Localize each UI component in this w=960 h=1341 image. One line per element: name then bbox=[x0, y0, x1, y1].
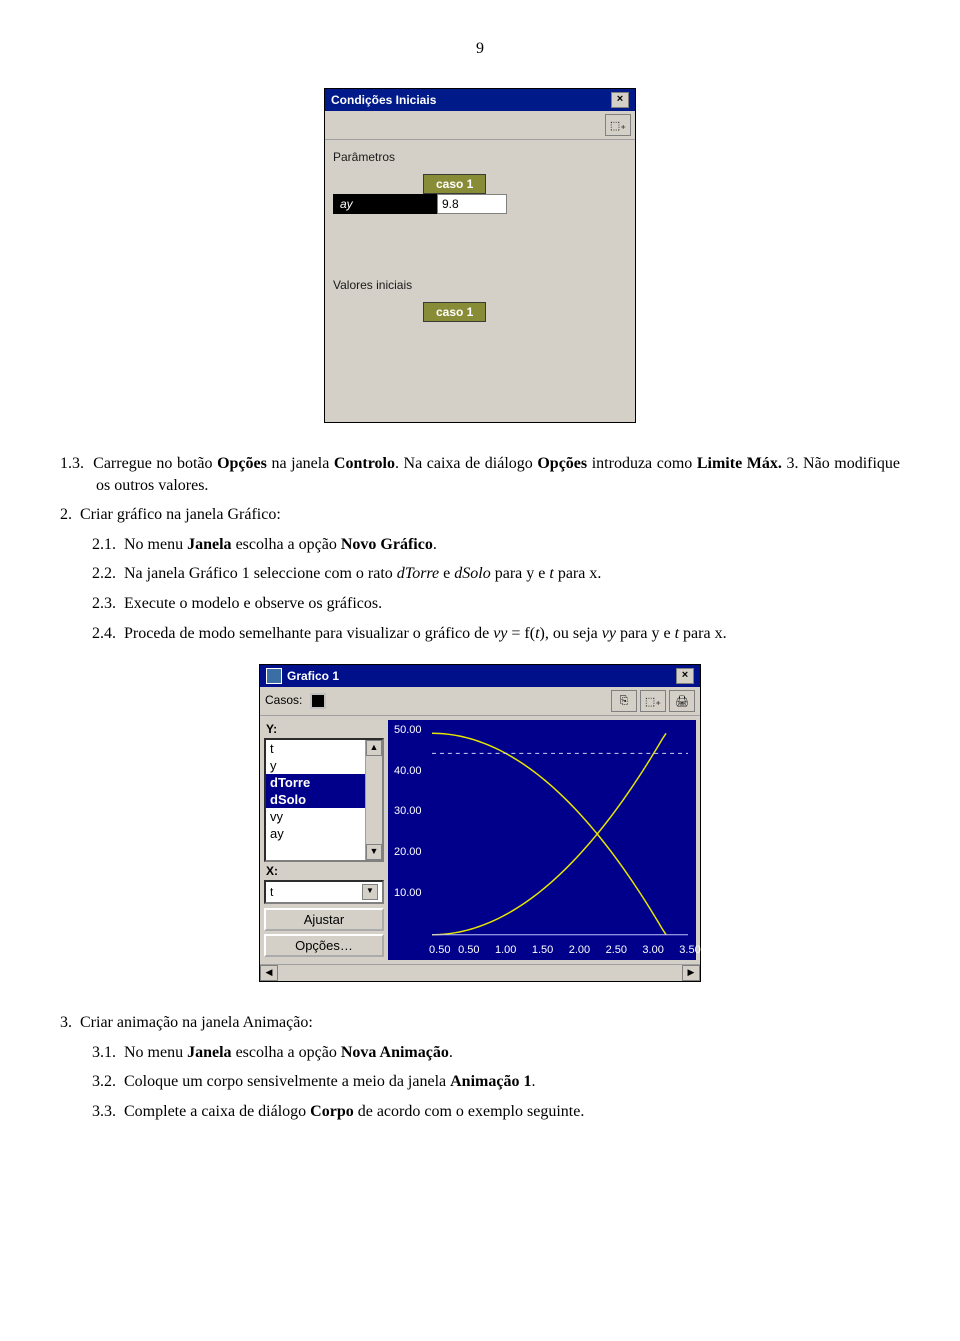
param-name: ay bbox=[333, 194, 437, 214]
para-3: 3. Criar animação na janela Animação: bbox=[60, 1012, 900, 1034]
y-tick-label: 20.00 bbox=[394, 846, 422, 858]
expand-icon[interactable]: ⬚₊ bbox=[640, 690, 666, 712]
scroll-down-icon[interactable]: ▼ bbox=[366, 844, 382, 860]
case-color-swatch[interactable] bbox=[310, 693, 326, 709]
x-tick-label: 2.00 bbox=[569, 944, 590, 956]
y-tick-label: 50.00 bbox=[394, 724, 422, 736]
titlebar: Condições Iniciais × bbox=[325, 89, 635, 111]
x-value: t bbox=[270, 885, 273, 899]
close-icon[interactable]: × bbox=[676, 668, 694, 684]
scroll-left-icon[interactable]: ◀ bbox=[260, 965, 278, 981]
window-condicoes-iniciais: Condições Iniciais × ⬚₊ Parâmetros caso … bbox=[324, 88, 636, 423]
y-tick-label: 10.00 bbox=[394, 887, 422, 899]
ajustar-button[interactable]: Ajustar bbox=[264, 908, 384, 931]
x-tick-label: 3.00 bbox=[642, 944, 663, 956]
x-tick-label: 0.50 bbox=[458, 944, 479, 956]
para-2-1: 2.1. No menu Janela escolha a opção Novo… bbox=[60, 534, 900, 556]
scroll-right-icon[interactable]: ▶ bbox=[682, 965, 700, 981]
para-2-2: 2.2. Na janela Gráfico 1 seleccione com … bbox=[60, 563, 900, 585]
para-2-4: 2.4. Proceda de modo semelhante para vis… bbox=[60, 623, 900, 645]
param-row: ay 9.8 bbox=[333, 194, 627, 214]
grafico-toolbar: Casos: ⎘ ⬚₊ 🖨 bbox=[260, 687, 700, 716]
x-tick-label: 3.50 bbox=[679, 944, 700, 956]
casos-label: Casos: bbox=[265, 693, 302, 707]
titlebar-grafico: Grafico 1 × bbox=[260, 665, 700, 687]
opcoes-button[interactable]: Opções… bbox=[264, 934, 384, 957]
chevron-down-icon[interactable]: ▼ bbox=[362, 884, 378, 900]
caso-header: caso 1 bbox=[423, 174, 486, 194]
panel-body: Parâmetros caso 1 ay 9.8 Valores iniciai… bbox=[325, 140, 635, 422]
toolbar: ⬚₊ bbox=[325, 111, 635, 140]
param-value-input[interactable]: 9.8 bbox=[437, 194, 507, 214]
x-axis-label: X: bbox=[266, 864, 384, 878]
left-controls: Y: tydTorredSolovyay ▲ ▼ X: t ▼ Ajustar … bbox=[262, 718, 386, 962]
para-3-3: 3.3. Complete a caixa de diálogo Corpo d… bbox=[60, 1101, 900, 1123]
scroll-up-icon[interactable]: ▲ bbox=[366, 740, 382, 756]
x-tick-label: 1.50 bbox=[532, 944, 553, 956]
page-number: 9 bbox=[60, 40, 900, 58]
para-3-2: 3.2. Coloque um corpo sensivelmente a me… bbox=[60, 1071, 900, 1093]
close-icon[interactable]: × bbox=[611, 92, 629, 108]
x-tick-label: 2.50 bbox=[606, 944, 627, 956]
y-tick-label: 30.00 bbox=[394, 805, 422, 817]
para-2: 2. Criar gráfico na janela Gráfico: bbox=[60, 504, 900, 526]
scrollbar[interactable]: ▲ ▼ bbox=[365, 740, 382, 860]
x-variable-combo[interactable]: t ▼ bbox=[264, 880, 384, 904]
app-icon bbox=[266, 668, 282, 684]
grafico-title: Grafico 1 bbox=[287, 669, 339, 683]
para-3-1: 3.1. No menu Janela escolha a opção Nova… bbox=[60, 1042, 900, 1064]
para-1-3: 1.3. Carregue no botão Opções na janela … bbox=[60, 453, 900, 496]
x-tick-label: 0.50 bbox=[429, 944, 450, 956]
y-axis-label: Y: bbox=[266, 722, 384, 736]
window-title: Condições Iniciais bbox=[331, 93, 436, 107]
print-icon[interactable]: 🖨 bbox=[669, 690, 695, 712]
section-valores-iniciais: Valores iniciais bbox=[333, 278, 627, 292]
x-tick-label: 1.00 bbox=[495, 944, 516, 956]
window-grafico-1: Grafico 1 × Casos: ⎘ ⬚₊ 🖨 Y: tydTorredSo… bbox=[259, 664, 701, 982]
copy-icon[interactable]: ⎘ bbox=[611, 690, 637, 712]
caso-header-2: caso 1 bbox=[423, 302, 486, 322]
para-2-3: 2.3. Execute o modelo e observe os gráfi… bbox=[60, 593, 900, 615]
y-variable-list[interactable]: tydTorredSolovyay ▲ ▼ bbox=[264, 738, 384, 862]
expand-icon[interactable]: ⬚₊ bbox=[605, 114, 631, 136]
section-parametros: Parâmetros bbox=[333, 150, 627, 164]
h-scrollbar[interactable]: ◀ ▶ bbox=[260, 964, 700, 981]
chart-area: 50.00 40.00 30.00 20.00 10.00 0.50 0.50 1.00 1.5… bbox=[388, 720, 696, 960]
y-tick-label: 40.00 bbox=[394, 765, 422, 777]
